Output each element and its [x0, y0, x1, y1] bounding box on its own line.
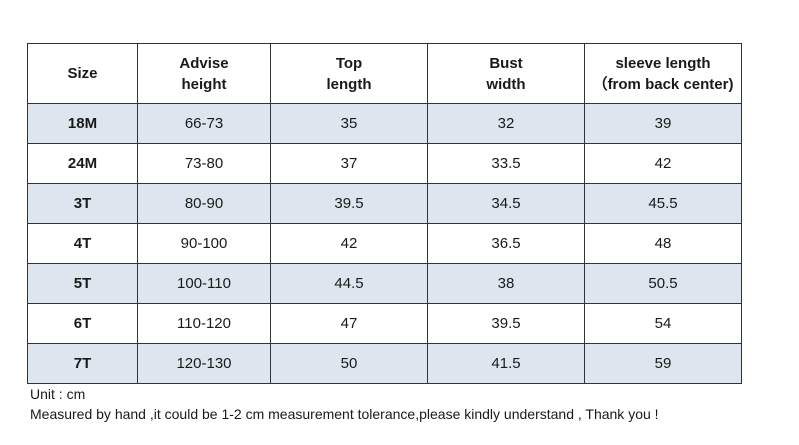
- cell-height: 66-73: [137, 103, 271, 144]
- cell-bust-width: 38: [427, 263, 585, 304]
- cell-sleeve-length: 45.5: [584, 183, 742, 224]
- cell-top-length: 37: [270, 143, 428, 184]
- header-bust-width: Bust width: [427, 43, 585, 104]
- cell-top-length: 50: [270, 343, 428, 384]
- unit-note: Unit : cm: [30, 386, 86, 402]
- cell-sleeve-length: 39: [584, 103, 742, 144]
- header-sleeve-length-line1: sleeve length: [615, 54, 711, 72]
- table-row-7t: 7T 120-130 50 41.5 59: [27, 343, 742, 384]
- table-body: 18M 66-73 35 32 39 24M 73-80 37 33.5 42 …: [27, 103, 742, 384]
- header-sleeve-length-line2: （from back center): [592, 75, 734, 93]
- table-row-6t: 6T 110-120 47 39.5 54: [27, 303, 742, 344]
- measurement-note: Measured by hand ,it could be 1-2 cm mea…: [30, 406, 659, 422]
- header-sleeve-length: sleeve length （from back center): [584, 43, 742, 104]
- cell-bust-width: 33.5: [427, 143, 585, 184]
- header-bust-width-line2: width: [486, 75, 526, 93]
- header-advise-height: Advise height: [137, 43, 271, 104]
- cell-height: 73-80: [137, 143, 271, 184]
- cell-size: 18M: [27, 103, 138, 144]
- cell-bust-width: 32: [427, 103, 585, 144]
- header-size: Size: [27, 43, 138, 104]
- cell-bust-width: 36.5: [427, 223, 585, 264]
- header-advise-height-line1: Advise: [179, 54, 229, 72]
- cell-sleeve-length: 48: [584, 223, 742, 264]
- header-top-length-line2: length: [326, 75, 372, 93]
- cell-height: 90-100: [137, 223, 271, 264]
- cell-top-length: 42: [270, 223, 428, 264]
- header-top-length: Top length: [270, 43, 428, 104]
- cell-top-length: 44.5: [270, 263, 428, 304]
- cell-top-length: 39.5: [270, 183, 428, 224]
- header-bust-width-line1: Bust: [489, 54, 523, 72]
- cell-sleeve-length: 59: [584, 343, 742, 384]
- cell-sleeve-length: 54: [584, 303, 742, 344]
- table-row-3t: 3T 80-90 39.5 34.5 45.5: [27, 183, 742, 224]
- cell-sleeve-length: 50.5: [584, 263, 742, 304]
- size-chart-table: Size Advise height Top length Bust width…: [27, 43, 742, 384]
- cell-height: 110-120: [137, 303, 271, 344]
- cell-bust-width: 41.5: [427, 343, 585, 384]
- table-header: Size Advise height Top length Bust width…: [27, 43, 742, 104]
- cell-bust-width: 34.5: [427, 183, 585, 224]
- table-row-5t: 5T 100-110 44.5 38 50.5: [27, 263, 742, 304]
- cell-size: 7T: [27, 343, 138, 384]
- header-size-label: Size: [67, 65, 98, 82]
- header-top-length-line1: Top: [335, 54, 363, 72]
- table-row-18m: 18M 66-73 35 32 39: [27, 103, 742, 144]
- cell-top-length: 47: [270, 303, 428, 344]
- header-advise-height-line2: height: [181, 75, 227, 93]
- table-row-24m: 24M 73-80 37 33.5 42: [27, 143, 742, 184]
- cell-size: 5T: [27, 263, 138, 304]
- cell-top-length: 35: [270, 103, 428, 144]
- table-row-4t: 4T 90-100 42 36.5 48: [27, 223, 742, 264]
- cell-height: 120-130: [137, 343, 271, 384]
- cell-sleeve-length: 42: [584, 143, 742, 184]
- cell-height: 80-90: [137, 183, 271, 224]
- cell-size: 24M: [27, 143, 138, 184]
- cell-size: 4T: [27, 223, 138, 264]
- cell-size: 3T: [27, 183, 138, 224]
- header-row: Size Advise height Top length Bust width…: [27, 43, 742, 104]
- cell-bust-width: 39.5: [427, 303, 585, 344]
- cell-size: 6T: [27, 303, 138, 344]
- cell-height: 100-110: [137, 263, 271, 304]
